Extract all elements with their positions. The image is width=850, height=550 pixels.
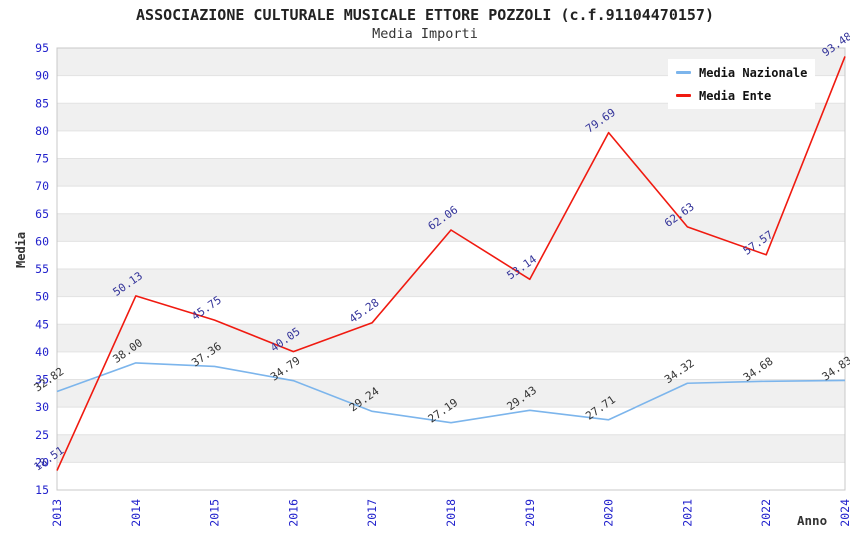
legend: Media Nazionale Media Ente	[668, 59, 815, 109]
plot-band	[57, 296, 845, 325]
y-tick-label: 45	[35, 317, 49, 331]
plot-band	[57, 434, 845, 463]
series-line-media-ente	[56, 56, 846, 471]
y-tick-label: 65	[35, 207, 49, 221]
x-tick-label: 2022	[759, 499, 773, 527]
page-title: ASSOCIAZIONE CULTURALE MUSICALE ETTORE P…	[136, 6, 714, 24]
plot-band	[57, 462, 845, 490]
plot-border	[56, 47, 846, 491]
x-tick-label: 2016	[286, 499, 300, 527]
x-tick-label: 2021	[680, 499, 694, 527]
series-line-media-nazionale	[56, 362, 846, 424]
legend-label-media-nazionale: Media Nazionale	[699, 65, 808, 80]
x-tick-label: 2015	[208, 499, 222, 527]
y-tick-label: 75	[35, 152, 49, 166]
plot-band	[57, 186, 845, 214]
media-nazionale-line-swatch	[676, 71, 691, 74]
y-tick-label: 30	[35, 400, 49, 414]
x-tick-label: 2020	[602, 499, 616, 527]
plot-band	[57, 241, 845, 269]
x-tick-label: 2017	[365, 499, 379, 527]
plot-band	[57, 407, 845, 435]
legend-item-media-nazionale: Media Nazionale	[668, 66, 815, 80]
plot-band	[57, 130, 845, 159]
plot-band	[57, 379, 845, 408]
plot-band	[57, 158, 845, 187]
y-tick-label: 20	[35, 455, 49, 469]
plot-band	[57, 351, 845, 380]
x-tick-label: 2019	[523, 499, 537, 527]
y-tick-label: 55	[35, 262, 49, 276]
y-axis-title: Media	[14, 231, 28, 268]
x-tick-label: 2024	[838, 499, 850, 527]
y-tick-label: 90	[35, 69, 49, 83]
x-axis-title: Anno	[797, 513, 828, 528]
plot-band	[57, 324, 845, 352]
y-tick-label: 35	[35, 373, 49, 387]
y-tick-label: 70	[35, 179, 49, 193]
y-tick-label: 40	[35, 345, 49, 359]
y-tick-label: 80	[35, 124, 49, 138]
x-tick-label: 2013	[50, 499, 64, 527]
x-tick-label: 2018	[444, 499, 458, 527]
y-tick-label: 50	[35, 290, 49, 304]
y-tick-label: 85	[35, 96, 49, 110]
legend-label-media-ente: Media Ente	[699, 88, 772, 103]
chart-subtitle: Media Importi	[372, 26, 478, 42]
y-tick-label: 15	[35, 483, 49, 497]
y-tick-label: 60	[35, 234, 49, 248]
y-tick-label: 95	[35, 41, 49, 55]
x-tick-label: 2014	[129, 499, 143, 527]
plot-band	[57, 269, 845, 297]
y-tick-label: 25	[35, 428, 49, 442]
legend-item-media-ente: Media Ente	[668, 89, 815, 103]
media-ente-line-swatch	[676, 94, 691, 97]
